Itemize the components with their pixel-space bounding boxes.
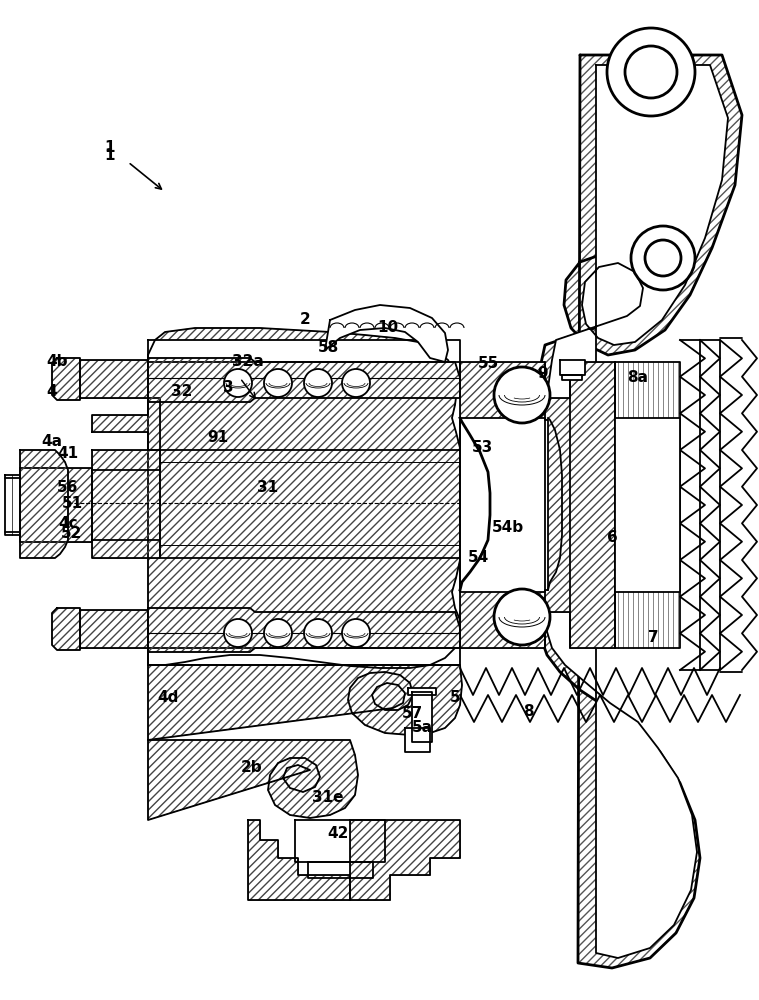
Polygon shape bbox=[700, 340, 720, 670]
Text: 31: 31 bbox=[257, 481, 279, 495]
Text: 58: 58 bbox=[317, 340, 339, 356]
Circle shape bbox=[494, 589, 550, 645]
Polygon shape bbox=[615, 362, 680, 648]
Polygon shape bbox=[535, 55, 742, 968]
Text: 9: 9 bbox=[537, 365, 548, 380]
Polygon shape bbox=[52, 358, 80, 400]
Polygon shape bbox=[325, 305, 448, 362]
Text: 4a: 4a bbox=[42, 434, 62, 450]
Text: 56: 56 bbox=[58, 481, 79, 495]
Text: 4c: 4c bbox=[58, 516, 78, 530]
Text: 54b: 54b bbox=[492, 520, 524, 536]
Polygon shape bbox=[248, 820, 350, 900]
Text: 1: 1 bbox=[105, 140, 115, 155]
Polygon shape bbox=[562, 375, 582, 380]
Text: 91: 91 bbox=[207, 430, 228, 446]
Text: 41: 41 bbox=[58, 446, 79, 460]
Text: 32a: 32a bbox=[232, 355, 264, 369]
Circle shape bbox=[625, 46, 677, 98]
Circle shape bbox=[342, 619, 370, 647]
Polygon shape bbox=[408, 688, 436, 695]
Text: 6: 6 bbox=[606, 530, 617, 546]
Polygon shape bbox=[52, 608, 80, 650]
Polygon shape bbox=[460, 362, 615, 648]
Circle shape bbox=[494, 367, 550, 423]
Text: 4: 4 bbox=[47, 384, 58, 399]
Polygon shape bbox=[5, 475, 20, 535]
Polygon shape bbox=[148, 740, 358, 820]
Text: 52: 52 bbox=[61, 526, 83, 540]
Text: 8: 8 bbox=[523, 704, 534, 720]
Text: 10: 10 bbox=[377, 320, 398, 336]
Polygon shape bbox=[160, 450, 460, 558]
Polygon shape bbox=[148, 665, 462, 740]
Polygon shape bbox=[405, 728, 430, 752]
Text: 7: 7 bbox=[647, 631, 658, 646]
Polygon shape bbox=[20, 468, 92, 542]
Polygon shape bbox=[350, 820, 460, 900]
Polygon shape bbox=[92, 398, 160, 450]
Circle shape bbox=[264, 369, 292, 397]
Polygon shape bbox=[148, 648, 460, 665]
Circle shape bbox=[304, 369, 332, 397]
Polygon shape bbox=[148, 340, 460, 362]
Circle shape bbox=[224, 619, 252, 647]
Polygon shape bbox=[295, 820, 385, 862]
Circle shape bbox=[264, 619, 292, 647]
Polygon shape bbox=[80, 610, 148, 648]
Polygon shape bbox=[308, 862, 373, 878]
Circle shape bbox=[224, 369, 252, 397]
Polygon shape bbox=[460, 418, 548, 592]
Polygon shape bbox=[92, 450, 160, 558]
Circle shape bbox=[304, 619, 332, 647]
Circle shape bbox=[631, 226, 695, 290]
Text: 42: 42 bbox=[327, 826, 348, 840]
Text: 5: 5 bbox=[449, 690, 460, 706]
Polygon shape bbox=[80, 360, 148, 398]
Polygon shape bbox=[560, 360, 585, 375]
Text: 2b: 2b bbox=[241, 760, 263, 776]
Text: 54: 54 bbox=[468, 550, 489, 566]
Text: 53: 53 bbox=[471, 440, 493, 456]
Circle shape bbox=[645, 240, 681, 276]
Polygon shape bbox=[20, 450, 68, 558]
Text: 51: 51 bbox=[61, 495, 83, 510]
Text: 5a: 5a bbox=[411, 720, 433, 736]
Polygon shape bbox=[148, 328, 460, 668]
Text: 55: 55 bbox=[477, 356, 499, 370]
Text: 4b: 4b bbox=[46, 355, 68, 369]
Polygon shape bbox=[148, 358, 460, 402]
Polygon shape bbox=[412, 692, 432, 742]
Text: 1: 1 bbox=[105, 147, 115, 162]
Text: 57: 57 bbox=[402, 706, 423, 720]
Text: 3: 3 bbox=[222, 380, 233, 395]
Polygon shape bbox=[148, 608, 460, 652]
Polygon shape bbox=[545, 65, 728, 958]
Text: 2: 2 bbox=[300, 312, 310, 328]
Text: 32: 32 bbox=[172, 384, 193, 399]
Text: 8a: 8a bbox=[628, 370, 648, 385]
Circle shape bbox=[342, 369, 370, 397]
Circle shape bbox=[607, 28, 695, 116]
Polygon shape bbox=[615, 418, 680, 592]
Text: 31e: 31e bbox=[312, 790, 344, 806]
Text: 4d: 4d bbox=[157, 690, 178, 706]
